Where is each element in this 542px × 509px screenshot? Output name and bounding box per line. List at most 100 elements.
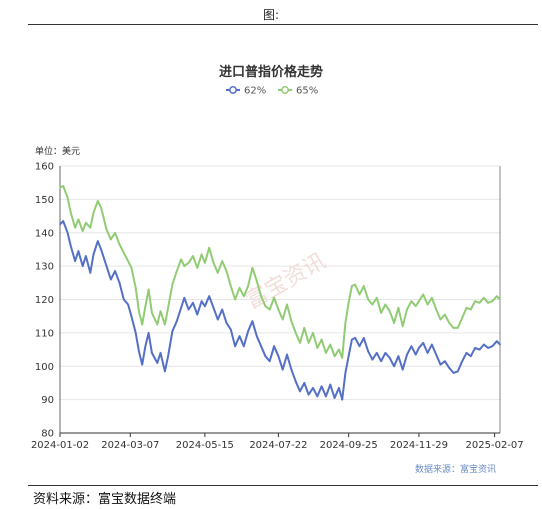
- data-point: [130, 315, 133, 318]
- y-tick-label: 90: [41, 395, 54, 406]
- data-point: [85, 221, 87, 224]
- data-point: [234, 345, 236, 348]
- data-point: [435, 308, 438, 311]
- chart-legend[interactable]: 62% 65%: [226, 86, 318, 97]
- data-point: [426, 352, 429, 354]
- data-point: [448, 367, 451, 369]
- data-point: [114, 270, 116, 272]
- data-point: [347, 302, 350, 304]
- data-point: [147, 332, 150, 334]
- data-point: [341, 357, 344, 359]
- data-point: [435, 353, 438, 356]
- data-point: [212, 307, 215, 309]
- data-point: [138, 350, 140, 353]
- figure-label: 图:: [262, 8, 280, 22]
- legend-item-62pct[interactable]: 62%: [226, 86, 266, 97]
- data-point: [286, 353, 288, 356]
- data-point: [234, 298, 236, 301]
- x-axis: 2024-01-02 2024-03-07 2024-05-15 2024-07-22…: [31, 432, 524, 451]
- data-point: [478, 302, 481, 304]
- data-point: [354, 283, 356, 286]
- legend-item-65pct[interactable]: 65%: [278, 86, 318, 97]
- data-point: [483, 343, 485, 346]
- data-point: [62, 220, 64, 222]
- data-point: [251, 267, 254, 269]
- data-point: [180, 258, 182, 261]
- data-point: [196, 267, 199, 269]
- data-point: [422, 293, 425, 296]
- data-point: [97, 200, 99, 202]
- data-point: [333, 355, 336, 358]
- data-point: [277, 355, 280, 358]
- y-tick-label: 150: [35, 195, 54, 206]
- data-point: [487, 302, 489, 304]
- data-point: [156, 362, 159, 364]
- data-point: [303, 327, 306, 329]
- data-point: [264, 355, 267, 358]
- data-point: [200, 300, 203, 303]
- data-point: [208, 295, 210, 298]
- y-tick-label: 100: [35, 362, 54, 373]
- data-point: [286, 303, 288, 306]
- x-tick-label: 2024-01-02: [31, 440, 89, 451]
- data-point: [260, 295, 262, 298]
- data-point: [212, 262, 215, 264]
- data-point: [397, 307, 400, 309]
- data-point: [204, 305, 206, 308]
- data-point: [167, 355, 169, 358]
- data-point: [164, 370, 166, 373]
- data-credit: 数据来源：富宝资讯: [415, 463, 496, 475]
- data-point: [347, 355, 350, 358]
- data-point: [426, 303, 429, 306]
- data-point: [251, 320, 254, 323]
- data-point: [81, 265, 84, 267]
- legend-marker-icon: [281, 86, 289, 94]
- data-point: [410, 345, 413, 348]
- data-point: [221, 308, 223, 311]
- data-point: [89, 226, 92, 229]
- data-point: [388, 310, 391, 313]
- data-point: [147, 288, 150, 291]
- bottom-rule: [28, 485, 538, 486]
- data-point: [70, 245, 72, 247]
- series-line-65pct: [59, 185, 501, 359]
- data-point: [299, 342, 301, 344]
- data-point: [380, 360, 382, 363]
- data-point: [388, 357, 391, 359]
- data-point: [341, 398, 344, 401]
- data-point: [217, 318, 219, 321]
- data-point: [325, 352, 327, 354]
- data-point: [414, 353, 417, 356]
- data-point: [105, 228, 108, 231]
- data-point: [439, 363, 442, 366]
- data-point: [351, 285, 353, 287]
- data-point: [363, 337, 365, 339]
- data-point: [100, 206, 102, 209]
- data-point: [401, 325, 404, 328]
- data-point: [406, 308, 408, 311]
- data-point: [114, 232, 116, 234]
- data-point: [338, 348, 340, 351]
- data-point: [118, 243, 121, 246]
- data-point: [144, 305, 147, 308]
- data-point: [176, 320, 178, 323]
- data-point: [483, 297, 485, 299]
- x-tick-label: 2024-03-07: [101, 440, 159, 451]
- data-point: [470, 308, 472, 311]
- data-point: [448, 322, 451, 324]
- data-point: [230, 328, 232, 331]
- data-point: [105, 265, 108, 267]
- data-point: [134, 287, 137, 289]
- y-tick-label: 110: [35, 328, 54, 339]
- data-point: [491, 300, 494, 303]
- data-point: [444, 360, 446, 363]
- data-point: [371, 303, 374, 306]
- data-point: [70, 211, 72, 214]
- data-point: [358, 345, 361, 348]
- data-point: [127, 260, 129, 262]
- data-point: [329, 343, 332, 346]
- data-point: [294, 332, 297, 334]
- data-point: [406, 353, 408, 356]
- series-line-62pct: [59, 220, 501, 401]
